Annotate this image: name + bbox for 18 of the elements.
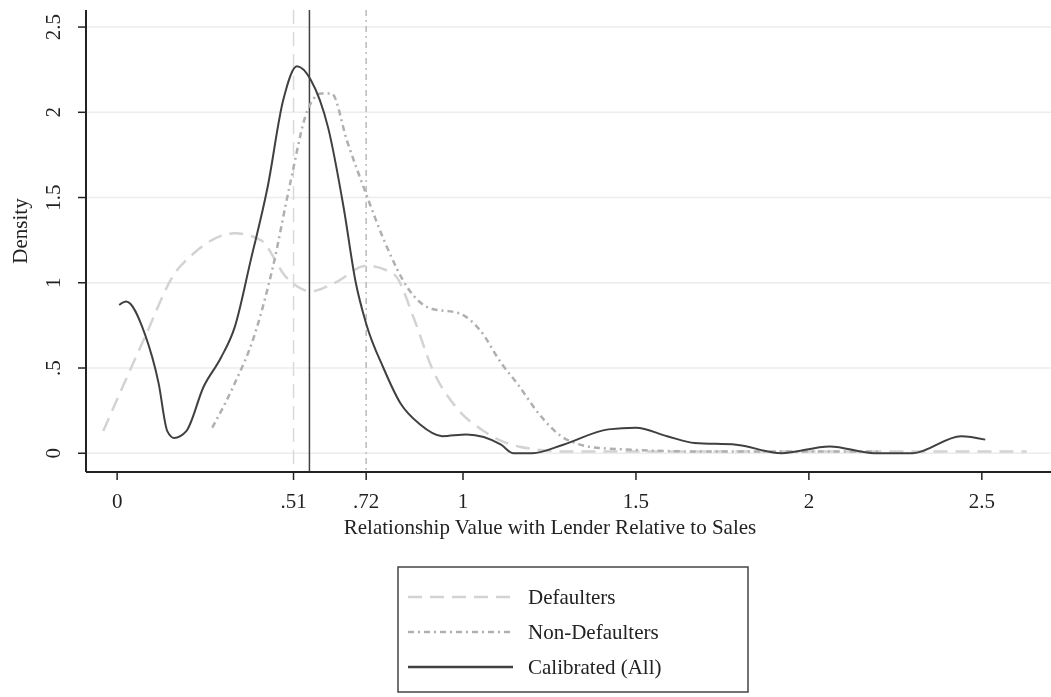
y-tick-label: 1 xyxy=(41,277,65,289)
y-tick-label: 2.5 xyxy=(41,13,65,41)
y-tick-label: 1.5 xyxy=(41,184,65,211)
x-tick-label: 1.5 xyxy=(622,489,650,513)
legend-label: Defaulters xyxy=(528,585,616,609)
x-tick-label: 2.5 xyxy=(968,489,995,513)
y-tick-label: 0 xyxy=(41,448,65,459)
x-tick-label: .72 xyxy=(353,489,380,513)
legend-label: Non-Defaulters xyxy=(528,620,659,644)
y-tick-label: .5 xyxy=(41,360,65,376)
x-tick-label: 0 xyxy=(111,489,123,513)
legend-label: Calibrated (All) xyxy=(528,655,662,679)
y-axis-title: Density xyxy=(8,197,32,264)
x-tick-label: 2 xyxy=(803,489,815,513)
y-tick-label: 2 xyxy=(41,107,65,118)
x-axis-title: Relationship Value with Lender Relative to Sales xyxy=(343,515,757,539)
x-tick-label: 1 xyxy=(457,489,469,513)
x-tick-label: .51 xyxy=(280,489,307,513)
